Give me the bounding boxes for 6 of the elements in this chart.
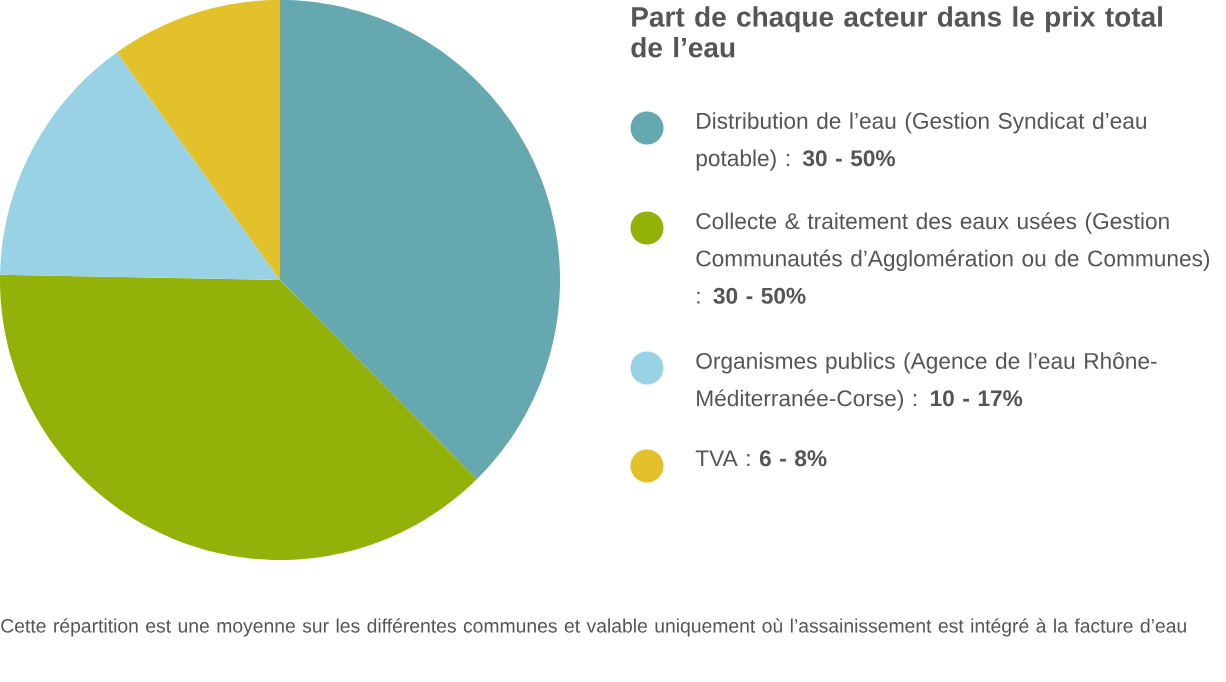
legend-label: Organismes publics (Agence de l’eau Rhône-Méditerranée-Corse) : 10 - 17% bbox=[696, 352, 1157, 411]
legend-label: Distribution de l’eau (Gestion Syndicat d’eau potable) : 30 - 50% bbox=[696, 112, 1146, 171]
text: Part de chaque acteur dans le prix total de l’eau bbox=[631, 6, 1162, 58]
legend-label: Collecte & traitement des eaux usées (Gestion Communautés d’Agglomération ou de Communes) : 30 - 50% bbox=[696, 212, 1210, 304]
text: Cette répartition est une moyenne sur les différentes communes et valable uniquement où l’assainissement est intégré à la facture d’eau bbox=[1, 618, 1186, 637]
legend-label: TVA : 6 - 8% bbox=[695, 450, 827, 467]
